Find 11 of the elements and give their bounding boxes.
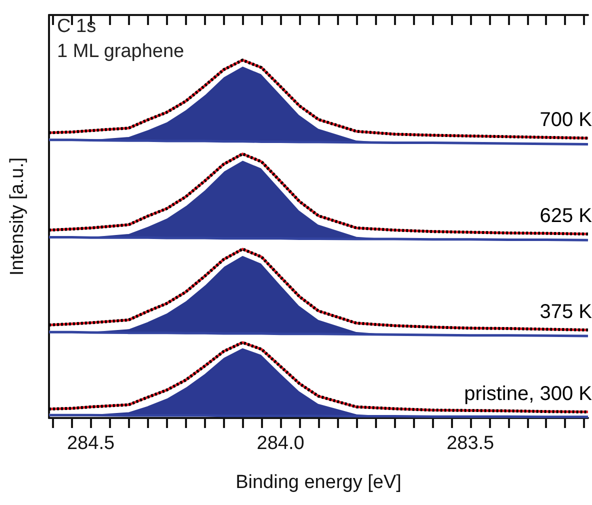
chart-title: C 1s — [57, 16, 96, 37]
series-label: 700 K — [540, 109, 592, 132]
x-axis-title: Binding energy [eV] — [236, 472, 402, 493]
y-axis-title: Intensity [a.u.] — [7, 157, 28, 276]
series-label: 375 K — [540, 300, 592, 323]
series-label: 625 K — [540, 205, 592, 228]
x-tick-label: 284.5 — [66, 433, 115, 454]
x-tick-label: 283.5 — [446, 433, 494, 454]
x-tick-label: 284.0 — [256, 433, 304, 454]
chart-subtitle: 1 ML graphene — [57, 41, 184, 62]
series-label: pristine, 300 K — [464, 382, 592, 405]
